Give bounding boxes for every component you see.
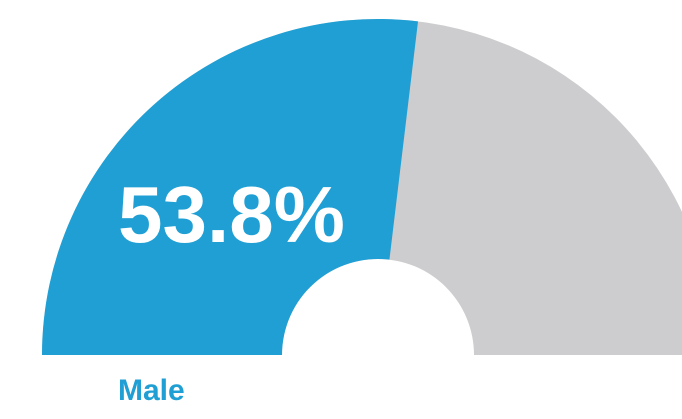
category-label: Male	[118, 374, 185, 407]
value-label: 53.8%	[118, 170, 345, 259]
gauge-value	[42, 19, 419, 356]
